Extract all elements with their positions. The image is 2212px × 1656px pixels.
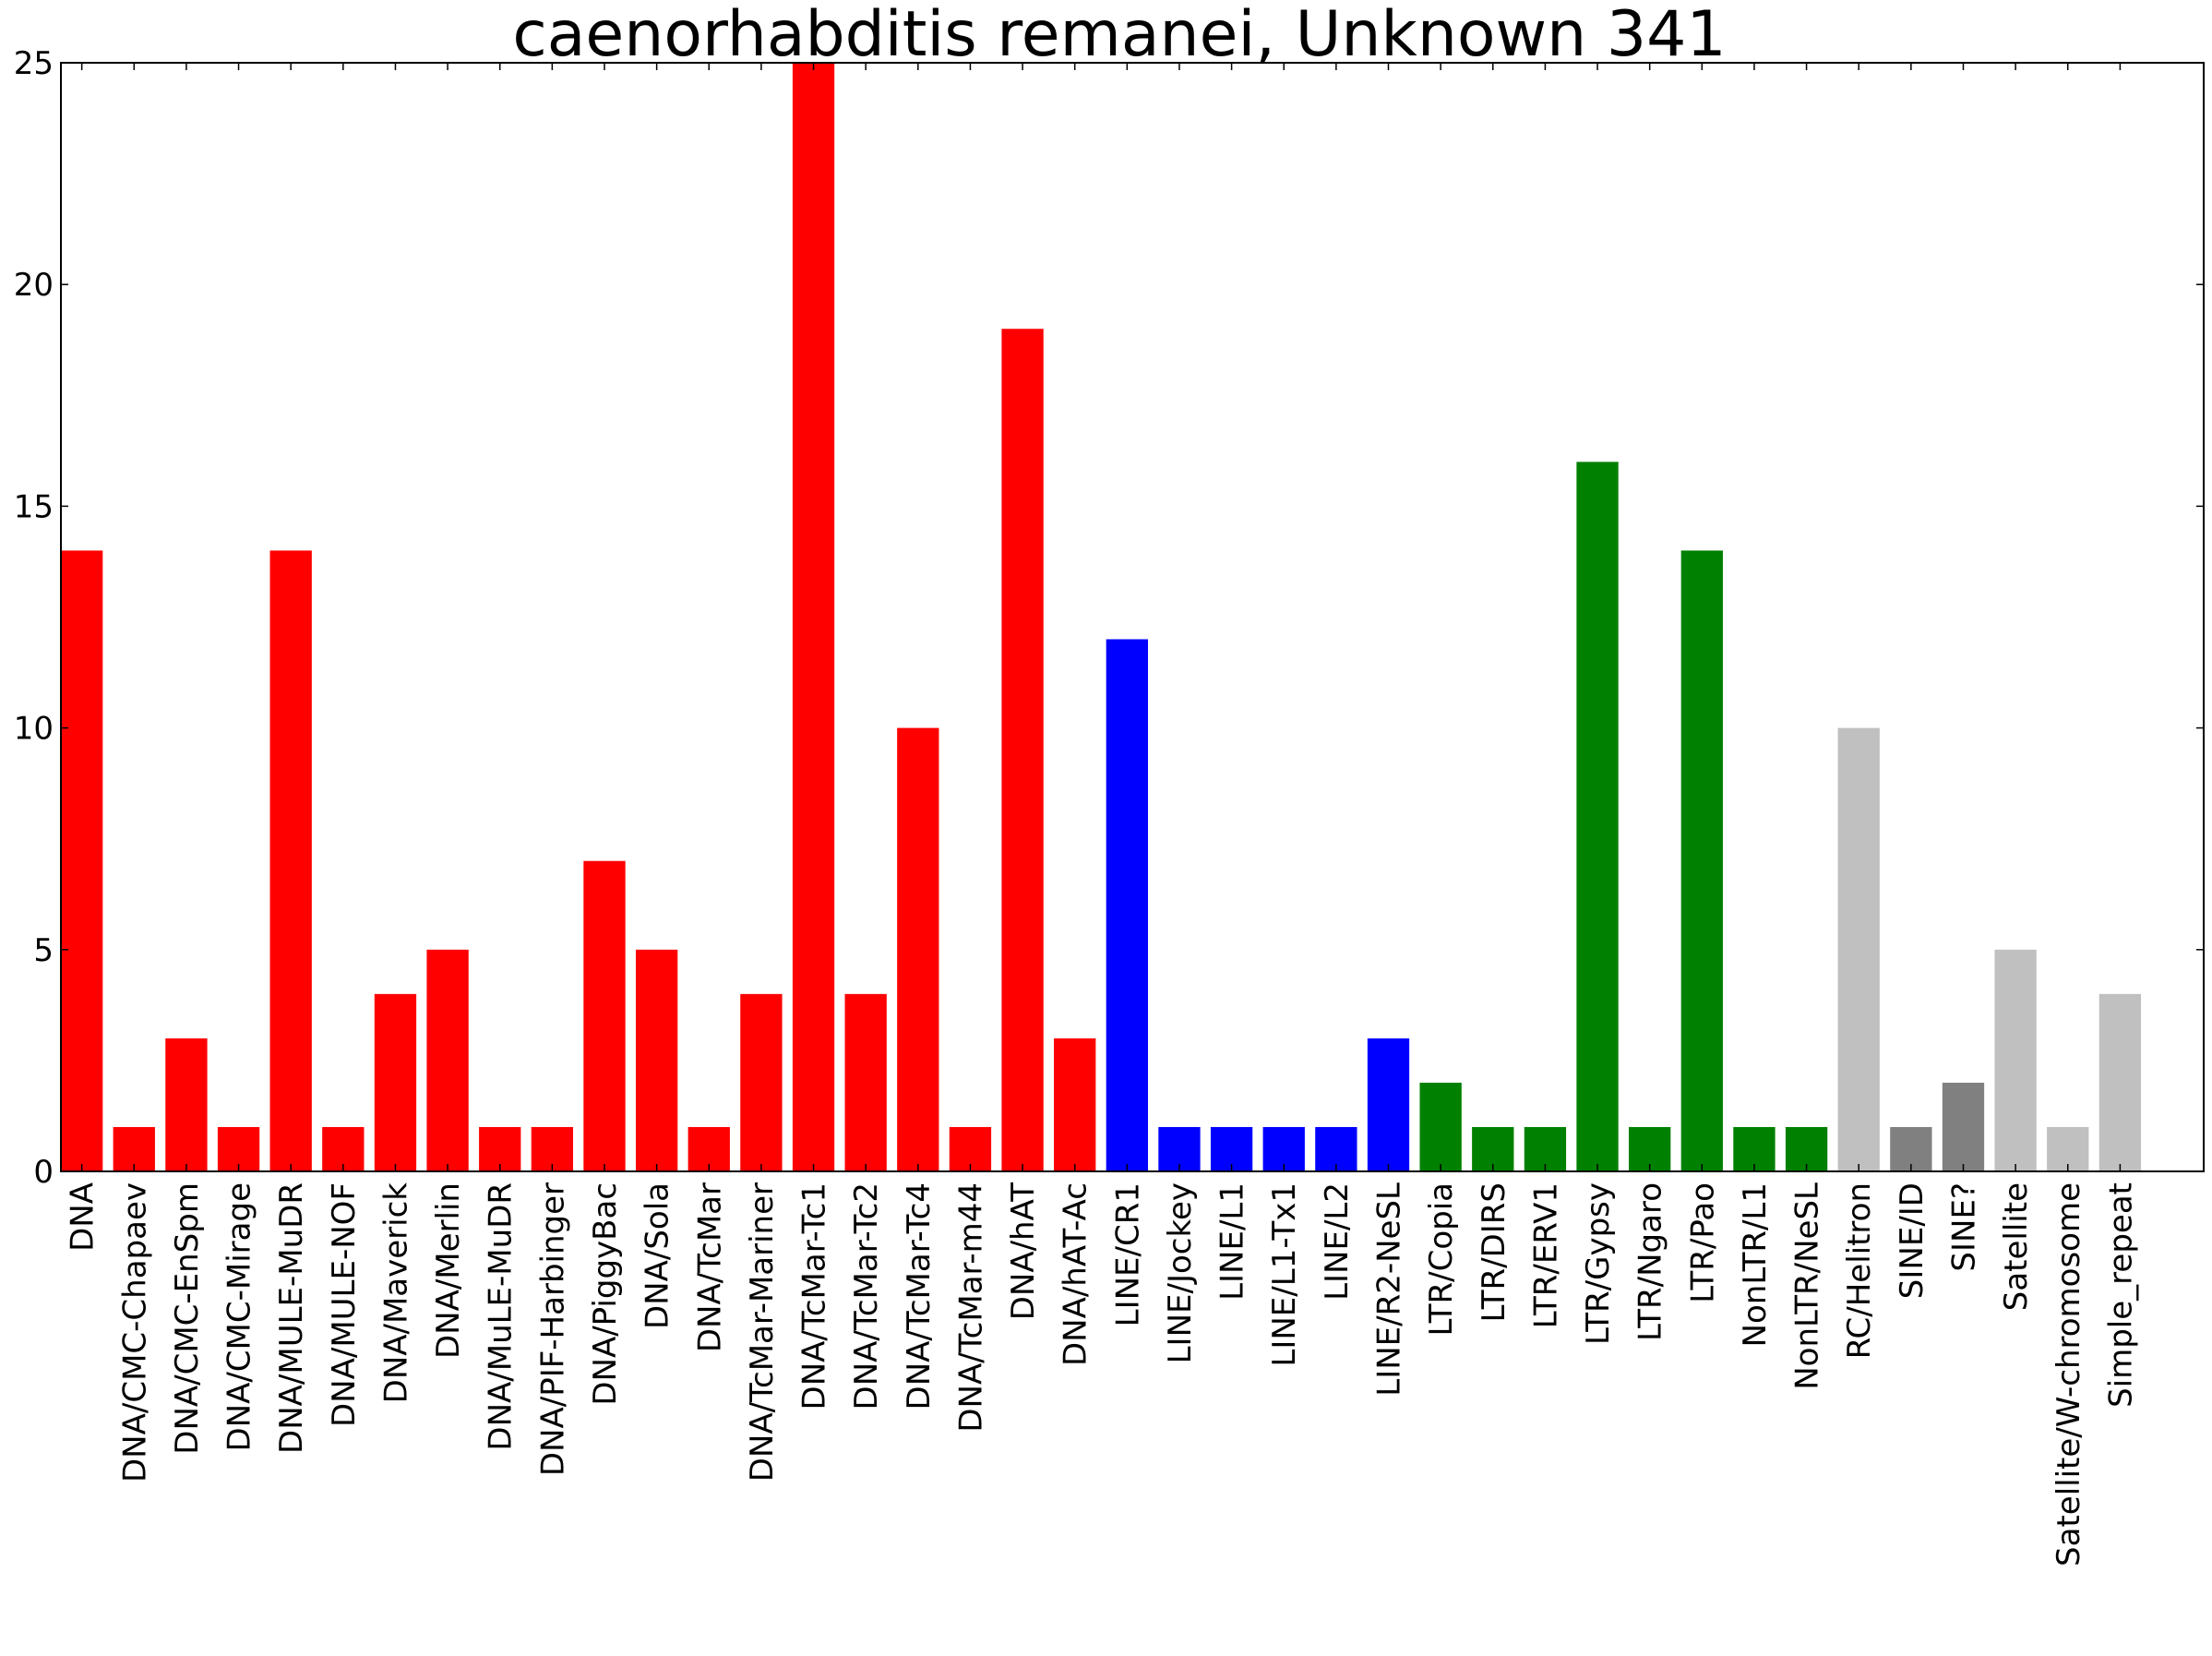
bar-10 [583, 860, 626, 1171]
x-tick-label-31: LTR/Pao [1684, 1182, 1721, 1303]
bar-19 [1054, 1038, 1096, 1171]
bar-8 [479, 1126, 521, 1171]
bar-3 [217, 1126, 260, 1171]
bar-0 [61, 550, 103, 1171]
x-tick-label-9: DNA/PIF-Harbinger [534, 1182, 571, 1476]
y-tick-label-2: 10 [14, 711, 54, 748]
x-tick-label-38: Satellite/W-chromosome [2051, 1182, 2087, 1566]
x-tick-label-35: SINE/ID [1894, 1182, 1931, 1299]
x-tick-label-26: LTR/Copia [1423, 1182, 1460, 1337]
x-tick-label-11: DNA/Sola [640, 1182, 676, 1329]
bar-2 [165, 1038, 208, 1171]
y-tick-labels: 0 5 10 15 20 25 [14, 45, 54, 1191]
bar-9 [531, 1126, 574, 1171]
y-tick-label-1: 5 [33, 932, 54, 969]
x-tick-labels: DNA DNA/CMC-Chapaev DNA/CMC-EnSpm DNA/CMC-M… [65, 1182, 2140, 1566]
bar-11 [635, 949, 678, 1171]
x-tick-label-22: LINE/L1 [1214, 1182, 1251, 1301]
bar-12 [688, 1126, 730, 1171]
bar-24 [1315, 1126, 1357, 1171]
bar-39 [2098, 993, 2142, 1171]
x-tick-label-27: LTR/DIRS [1476, 1182, 1513, 1323]
bar-1 [113, 1126, 155, 1171]
x-tick-label-3: DNA/CMC-Mirage [221, 1182, 258, 1452]
plot-frame [60, 62, 2205, 1172]
bar-26 [1419, 1082, 1462, 1171]
y-tick-label-4: 20 [14, 267, 54, 304]
x-tick-label-20: LINE/CR1 [1109, 1182, 1146, 1326]
bar-18 [1001, 329, 1044, 1171]
x-tick-label-2: DNA/CMC-EnSpm [169, 1182, 206, 1455]
x-tick-label-12: DNA/TcMar [691, 1182, 728, 1352]
x-tick-label-1: DNA/CMC-Chapaev [116, 1182, 153, 1482]
x-tick-label-25: LINE/R2-NeSL [1371, 1182, 1408, 1397]
bar-7 [426, 949, 469, 1171]
x-tick-label-39: Simple_repeat [2102, 1182, 2139, 1408]
bar-6 [374, 993, 417, 1171]
bar-31 [1680, 550, 1723, 1171]
x-tick-label-10: DNA/PiggyBac [587, 1182, 624, 1406]
x-tick-label-32: NonLTR/L1 [1737, 1182, 1774, 1347]
x-tick-label-18: DNA/hAT [1005, 1182, 1042, 1320]
bar-33 [1785, 1126, 1828, 1171]
bar-27 [1472, 1126, 1514, 1171]
y-tick-label-5: 25 [14, 45, 54, 82]
x-tick-label-29: LTR/Gypsy [1580, 1182, 1617, 1345]
x-tick-label-37: Satellite [1998, 1182, 2035, 1311]
x-tick-label-23: LINE/L1-Tx1 [1266, 1182, 1303, 1367]
x-tick-label-34: RC/Helitron [1841, 1182, 1878, 1359]
bar-25 [1367, 1038, 1410, 1171]
bar-17 [949, 1126, 992, 1171]
bar-4 [269, 550, 312, 1171]
x-tick-label-16: DNA/TcMar-Tc4 [901, 1182, 938, 1410]
x-tick-label-6: DNA/Maverick [377, 1182, 414, 1404]
x-tick-label-5: DNA/MULE-NOF [326, 1182, 363, 1427]
x-tick-label-8: DNA/MuLE-MuDR [483, 1182, 520, 1451]
bar-35 [1890, 1126, 1932, 1171]
chart-title: caenorhabditis remanei, Unknown 341 [512, 0, 1726, 71]
x-tick-label-21: LINE/Jockey [1162, 1182, 1199, 1363]
bar-20 [1106, 639, 1148, 1171]
bar-28 [1524, 1126, 1567, 1171]
bar-29 [1576, 462, 1619, 1171]
x-tick-label-28: LTR/ERV1 [1527, 1182, 1564, 1328]
x-tick-label-4: DNA/MULE-MuDR [273, 1182, 310, 1454]
bar-14 [792, 63, 835, 1171]
bar-37 [1994, 949, 2037, 1171]
bar-15 [844, 993, 887, 1171]
x-tick-label-15: DNA/TcMar-Tc2 [848, 1182, 885, 1410]
x-tick-label-7: DNA/Merlin [430, 1182, 467, 1359]
x-tick-label-14: DNA/TcMar-Tc1 [796, 1182, 833, 1410]
bar-34 [1837, 727, 1880, 1171]
x-tick-label-36: SINE? [1945, 1182, 1982, 1272]
y-tick-label-3: 15 [14, 488, 54, 525]
y-tick-label-0: 0 [33, 1154, 54, 1191]
bars-layer [61, 63, 2142, 1171]
x-tick-label-17: DNA/TcMar-m44 [952, 1182, 989, 1433]
x-tick-label-19: DNA/hAT-Ac [1058, 1182, 1094, 1366]
bar-23 [1262, 1126, 1305, 1171]
bar-36 [1942, 1082, 1985, 1171]
bar-22 [1210, 1126, 1253, 1171]
bar-5 [322, 1126, 365, 1171]
x-tick-label-33: NonLTR/NeSL [1789, 1182, 1826, 1390]
bar-30 [1629, 1126, 1671, 1171]
bar-38 [2047, 1126, 2089, 1171]
bar-13 [740, 993, 783, 1171]
bar-32 [1733, 1126, 1776, 1171]
x-tick-label-13: DNA/TcMar-Mariner [744, 1182, 781, 1482]
x-tick-label-30: LTR/Ngaro [1632, 1182, 1669, 1341]
x-tick-label-24: LINE/L2 [1319, 1182, 1356, 1301]
bar-16 [897, 727, 939, 1171]
bar-21 [1158, 1126, 1201, 1171]
x-tick-label-0: DNA [65, 1182, 102, 1252]
